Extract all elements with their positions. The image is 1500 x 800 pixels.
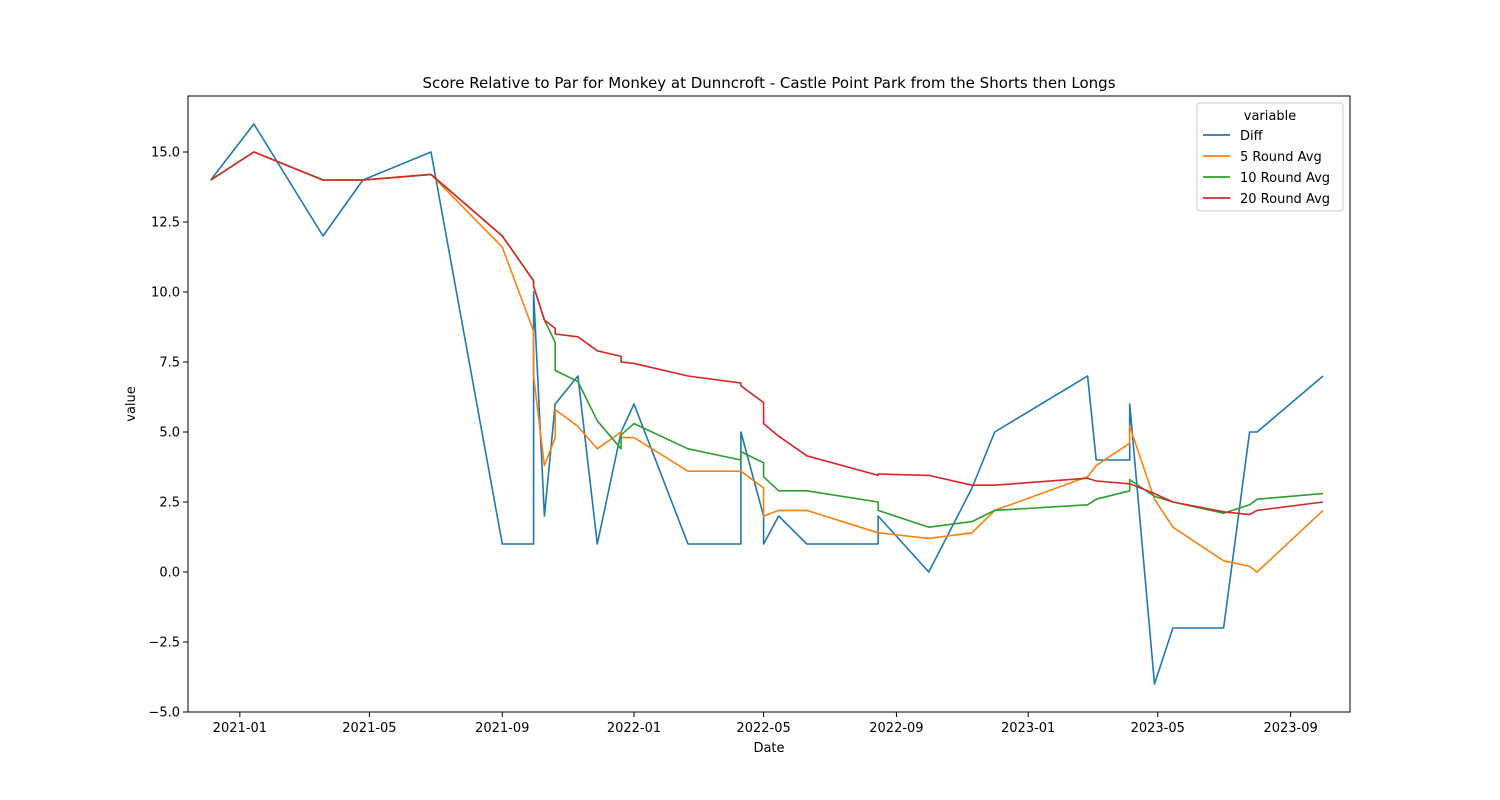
- y-tick-label: −2.5: [148, 636, 180, 651]
- y-tick-label: 10.0: [151, 286, 180, 301]
- y-tick-label: 0.0: [159, 566, 180, 581]
- series-line-20-round-avg: [210, 151, 1324, 516]
- y-tick-label: 12.5: [151, 216, 180, 231]
- y-tick-label: 2.5: [159, 496, 180, 511]
- x-tick-label: 2021-09: [475, 721, 529, 736]
- x-tick-label: 2021-05: [342, 721, 396, 736]
- x-axis-label: Date: [753, 741, 784, 756]
- chart-title: Score Relative to Par for Monkey at Dunn…: [422, 74, 1115, 92]
- legend-label-10-round-avg: 10 Round Avg: [1240, 171, 1330, 186]
- y-axis-label: value: [124, 386, 139, 422]
- series-line-5-round-avg: [210, 151, 1324, 573]
- legend-label-20-round-avg: 20 Round Avg: [1240, 192, 1330, 207]
- x-tick-label: 2023-05: [1131, 721, 1185, 736]
- y-tick-label: −5.0: [148, 706, 180, 721]
- x-tick-label: 2022-09: [869, 721, 923, 736]
- legend: variable Diff 5 Round Avg 10 Round Avg 20 R…: [1196, 102, 1344, 212]
- x-tick-label: 2022-01: [607, 721, 661, 736]
- plot-frame: [187, 95, 1351, 713]
- x-tick-label: 2023-01: [1001, 721, 1055, 736]
- series-line-diff: [210, 123, 1324, 685]
- y-tick-label: 15.0: [151, 146, 180, 161]
- x-axis: 2021-01 2021-05 2021-09 2022-01 2022-05 2022-…: [213, 712, 1318, 736]
- x-tick-label: 2023-09: [1263, 721, 1317, 736]
- legend-label-diff: Diff: [1240, 129, 1264, 144]
- legend-label-5-round-avg: 5 Round Avg: [1240, 150, 1322, 165]
- series-layer: [210, 123, 1324, 685]
- legend-title: variable: [1244, 109, 1296, 124]
- y-tick-label: 5.0: [159, 426, 180, 441]
- legend-box: [1196, 102, 1344, 212]
- x-tick-label: 2021-01: [213, 721, 267, 736]
- y-axis: −5.0 −2.5 0.0 2.5 5.0 7.5 10.0 12.5 15.0: [148, 146, 188, 721]
- x-tick-label: 2022-05: [736, 721, 790, 736]
- y-tick-label: 7.5: [159, 356, 180, 371]
- series-line-10-round-avg: [210, 151, 1324, 529]
